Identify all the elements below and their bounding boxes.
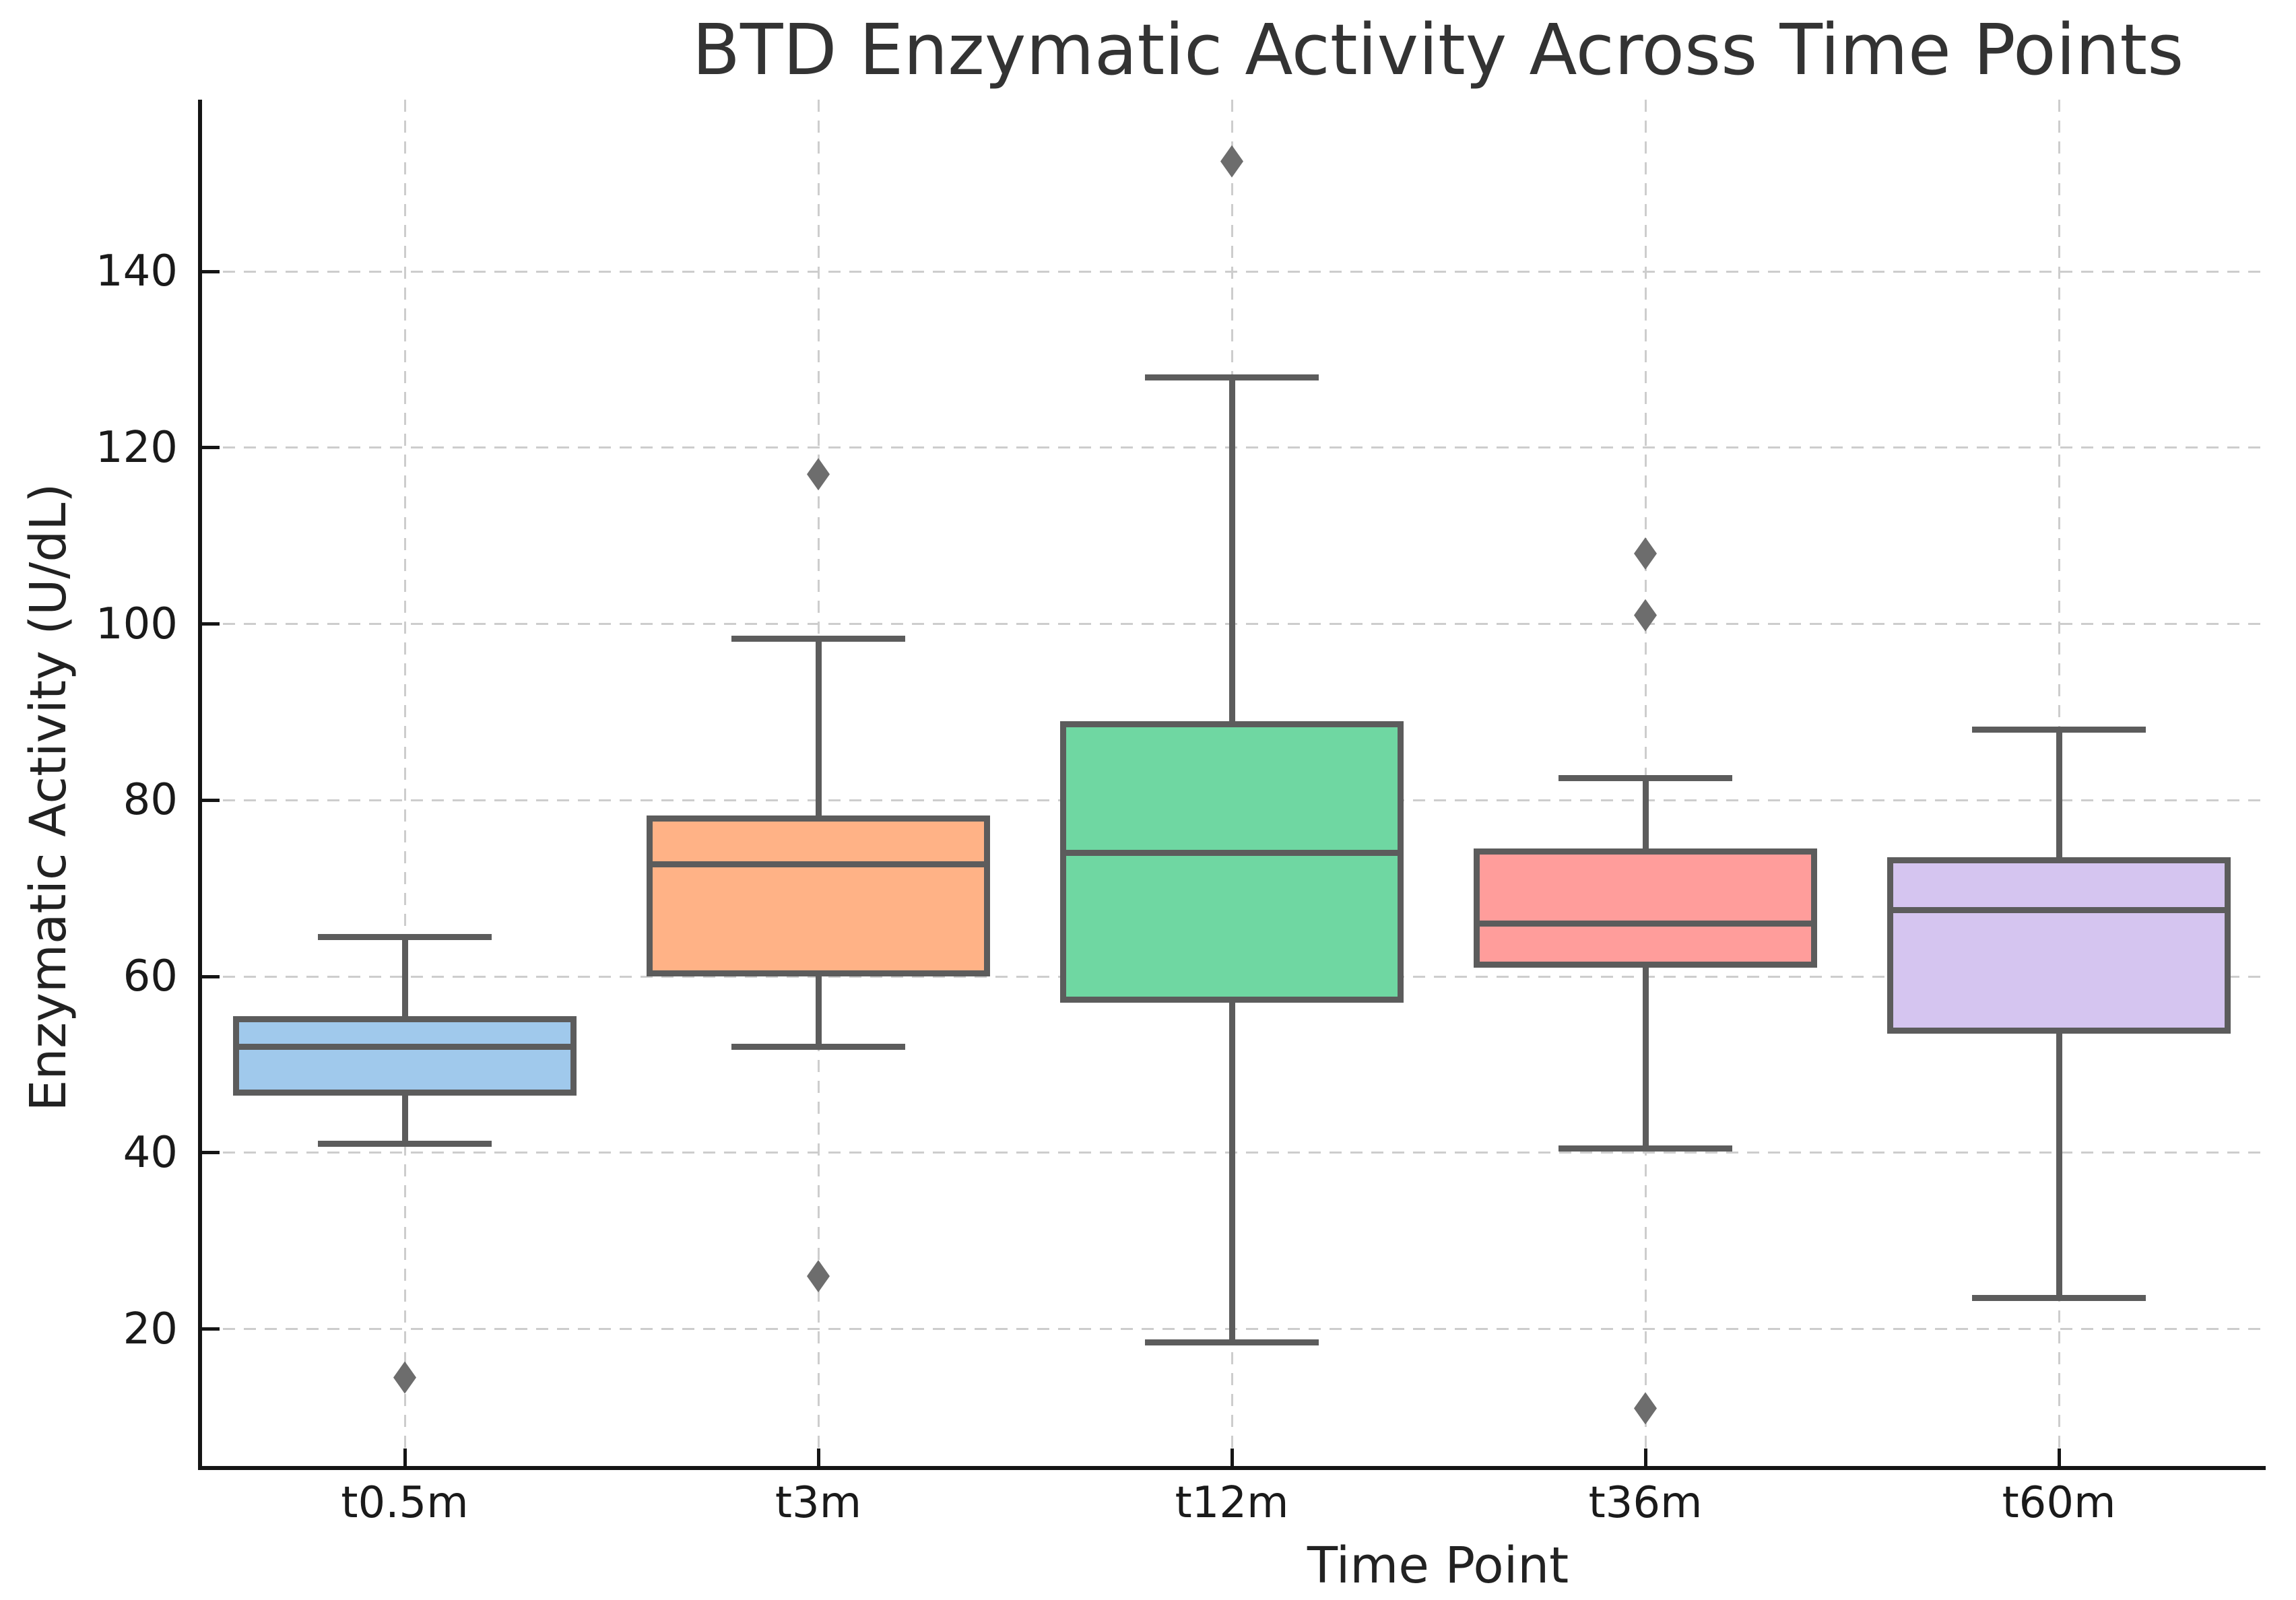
outlier-marker (807, 1260, 830, 1293)
whisker-upper (401, 937, 408, 1017)
y-tick-mark (202, 1151, 220, 1155)
x-tick-label: t60m (2002, 1478, 2116, 1528)
y-tick-label: 120 (95, 422, 178, 473)
x-tick-label: t3m (775, 1478, 862, 1528)
x-tick-label: t12m (1175, 1478, 1289, 1528)
whisker-cap-upper (1559, 775, 1732, 782)
y-tick-mark (202, 269, 220, 273)
box-t3m (647, 815, 990, 977)
whisker-lower (2056, 1034, 2062, 1298)
whisker-cap-upper (1145, 374, 1319, 380)
y-tick-mark (202, 622, 220, 626)
x-tick-mark (403, 1448, 407, 1466)
x-tick-mark (1643, 1448, 1647, 1466)
whisker-cap-lower (1972, 1295, 2146, 1302)
outlier-marker (1220, 145, 1243, 178)
median-line (1887, 907, 2231, 914)
box-t0.5m (233, 1016, 577, 1096)
outlier-marker (1634, 1392, 1657, 1425)
outlier-marker (1634, 599, 1657, 632)
x-gridline (403, 100, 406, 1466)
x-tick-label: t36m (1588, 1478, 1703, 1528)
y-tick-label: 60 (123, 952, 178, 1002)
y-axis-label: Enzymatic Activity (U/dL) (20, 483, 77, 1112)
whisker-cap-lower (731, 1044, 905, 1051)
whisker-lower (1642, 968, 1649, 1149)
y-gridline (202, 270, 2266, 273)
y-tick-label: 20 (123, 1304, 178, 1354)
y-tick-label: 40 (123, 1127, 178, 1178)
whisker-cap-upper (1972, 727, 2146, 733)
outlier-marker (1634, 537, 1657, 570)
x-tick-mark (816, 1448, 820, 1466)
whisker-lower (1228, 1003, 1235, 1343)
whisker-cap-lower (1145, 1339, 1319, 1345)
x-tick-label: t0.5m (341, 1478, 469, 1528)
x-tick-mark (2057, 1448, 2061, 1466)
box-t36m (1474, 848, 1817, 968)
whisker-lower (815, 976, 822, 1047)
whisker-cap-lower (1559, 1145, 1732, 1152)
whisker-cap-lower (318, 1141, 492, 1147)
box-t60m (1887, 857, 2231, 1034)
box-t12m (1060, 721, 1404, 1003)
y-tick-mark (202, 1327, 220, 1331)
y-tick-mark (202, 974, 220, 978)
whisker-lower (401, 1095, 408, 1144)
outlier-marker (807, 458, 830, 491)
whisker-upper (1228, 377, 1235, 721)
median-line (233, 1044, 577, 1051)
whisker-upper (1642, 778, 1649, 849)
y-tick-label: 80 (123, 775, 178, 826)
whisker-cap-upper (318, 933, 492, 940)
y-tick-label: 100 (95, 599, 178, 649)
y-tick-mark (202, 798, 220, 802)
chart-title: BTD Enzymatic Activity Across Time Point… (692, 9, 2184, 91)
y-tick-mark (202, 446, 220, 450)
median-line (647, 861, 990, 868)
outlier-marker (393, 1361, 416, 1394)
y-tick-label: 140 (95, 246, 178, 297)
median-line (1060, 850, 1404, 857)
median-line (1474, 921, 1817, 927)
x-tick-mark (1230, 1448, 1234, 1466)
whisker-cap-upper (731, 636, 905, 642)
whisker-upper (815, 638, 822, 815)
plot-area (198, 100, 2266, 1470)
whisker-upper (2056, 729, 2062, 858)
x-axis-label: Time Point (1307, 1537, 1569, 1595)
